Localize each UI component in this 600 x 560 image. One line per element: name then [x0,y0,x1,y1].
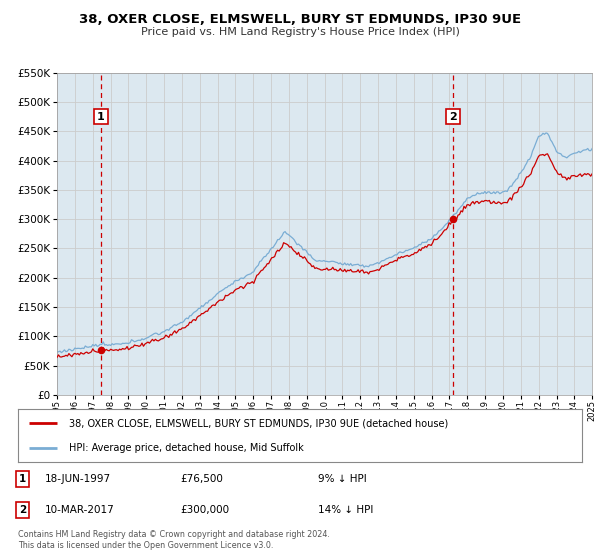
Point [96,346,106,354]
Text: 9% ↓ HPI: 9% ↓ HPI [318,474,367,484]
Text: 2: 2 [19,505,26,515]
Text: 14% ↓ HPI: 14% ↓ HPI [318,505,373,515]
Text: 1: 1 [97,111,105,122]
Text: 2: 2 [449,111,457,122]
Text: 38, OXER CLOSE, ELMSWELL, BURY ST EDMUNDS, IP30 9UE (detached house): 38, OXER CLOSE, ELMSWELL, BURY ST EDMUND… [69,418,448,428]
Point [448,214,458,223]
Text: HPI: Average price, detached house, Mid Suffolk: HPI: Average price, detached house, Mid … [69,442,304,452]
Text: Contains HM Land Registry data © Crown copyright and database right 2024.: Contains HM Land Registry data © Crown c… [18,530,330,539]
Text: £300,000: £300,000 [180,505,229,515]
Text: 1: 1 [19,474,26,484]
Text: 10-MAR-2017: 10-MAR-2017 [45,505,115,515]
Text: This data is licensed under the Open Government Licence v3.0.: This data is licensed under the Open Gov… [18,541,274,550]
Text: 38, OXER CLOSE, ELMSWELL, BURY ST EDMUNDS, IP30 9UE: 38, OXER CLOSE, ELMSWELL, BURY ST EDMUND… [79,13,521,26]
Text: £76,500: £76,500 [180,474,223,484]
Text: 18-JUN-1997: 18-JUN-1997 [45,474,111,484]
Text: Price paid vs. HM Land Registry's House Price Index (HPI): Price paid vs. HM Land Registry's House … [140,27,460,37]
